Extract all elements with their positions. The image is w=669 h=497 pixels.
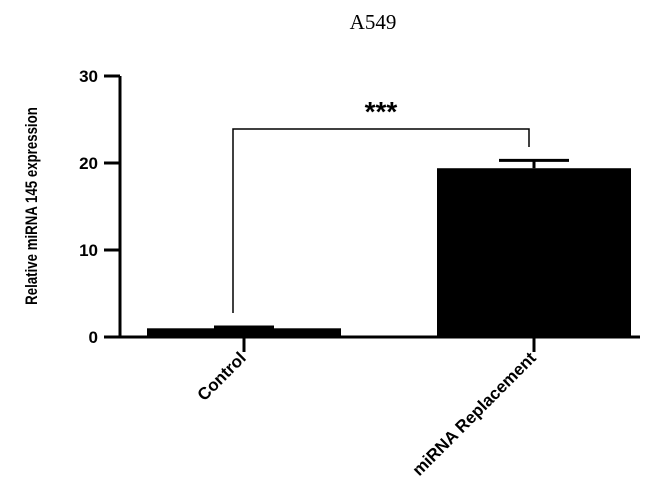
plot-area: 0 10 20 30 Control miRNA Replacement *** [79,67,640,480]
y-tick-label: 30 [79,67,98,86]
bar-mirna-replacement [437,168,631,337]
y-tick-label: 10 [79,241,98,260]
y-tick-label: 20 [79,154,98,173]
x-tick-label: Control [194,348,250,404]
bar-control [147,328,341,337]
y-axis-label: Relative miRNA 145 expression [23,107,42,305]
chart-title: A549 [350,10,397,34]
significance-label: *** [365,96,398,127]
y-tick-label: 0 [89,328,98,347]
significance-bracket [232,128,530,313]
x-tick-label: miRNA Replacement [409,348,540,479]
